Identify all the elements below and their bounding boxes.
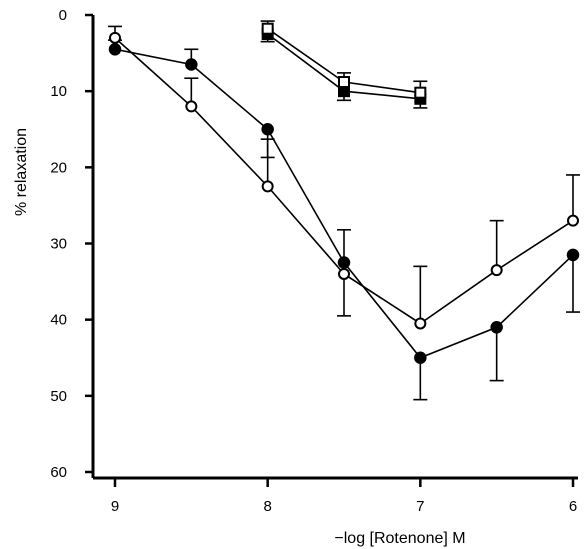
x-ticks: 9 8 7 6	[111, 478, 577, 515]
y-tick-label: 50	[50, 388, 67, 405]
y-ticks: 0 10 20 30 40 50 60	[50, 7, 93, 481]
data-point	[414, 351, 427, 364]
y-tick-label: 40	[50, 312, 67, 329]
data-point	[261, 123, 274, 136]
data-point	[338, 76, 350, 89]
y-tick-label: 60	[50, 464, 67, 481]
data-point	[490, 321, 503, 334]
data-point	[490, 264, 503, 277]
data-point	[338, 267, 350, 280]
data-point	[567, 214, 579, 227]
y-tick-label: 30	[50, 236, 67, 253]
data-point	[185, 58, 198, 71]
series-open-circle	[108, 25, 580, 330]
plot-area	[108, 20, 580, 401]
y-tick-label: 10	[50, 83, 67, 100]
data-point	[414, 317, 427, 330]
data-point	[261, 22, 274, 35]
data-point	[108, 43, 122, 56]
data-point	[566, 248, 580, 262]
y-tick-label: 20	[50, 159, 67, 176]
data-point	[414, 86, 427, 99]
x-axis-label: −log [Rotenone] M	[334, 530, 465, 547]
x-tick-label: 8	[263, 498, 271, 515]
data-point	[109, 31, 121, 44]
x-tick-label: 6	[569, 498, 577, 515]
data-point	[185, 100, 198, 113]
y-tick-label: 0	[59, 7, 67, 24]
data-point	[261, 180, 274, 193]
series-open-square	[260, 20, 428, 99]
y-axis-label: % relaxation	[13, 128, 30, 216]
x-tick-label: 7	[416, 498, 424, 515]
x-tick-label: 9	[111, 498, 119, 515]
